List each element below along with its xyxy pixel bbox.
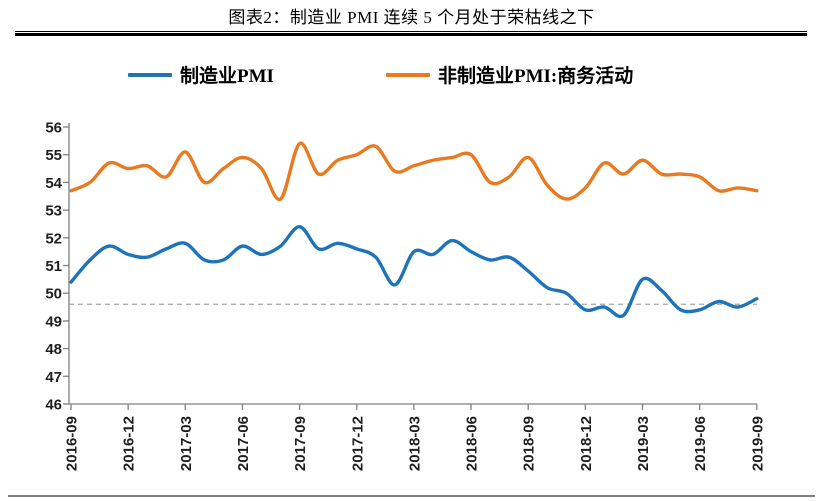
x-axis-tick-label: 2017-09 (292, 416, 309, 471)
y-axis-tick-label: 47 (45, 369, 62, 386)
y-axis-tick-label: 55 (45, 147, 62, 164)
title-divider (15, 31, 807, 36)
legend-item-non-manufacturing-pmi: 非制造业PMI:商务活动 (386, 61, 633, 88)
y-axis-tick-label: 49 (45, 313, 62, 330)
y-axis-tick-label: 51 (45, 258, 62, 275)
x-axis-tick-label: 2018-12 (578, 416, 595, 471)
legend-label-non-manufacturing-pmi: 非制造业PMI:商务活动 (438, 66, 634, 87)
legend-line-swatch-blue (128, 72, 172, 77)
x-axis-tick-label: 2019-06 (692, 416, 709, 471)
x-axis-tick-label: 2018-09 (521, 416, 538, 471)
x-axis-tick-label: 2019-09 (749, 416, 766, 471)
x-axis-tick-label: 2017-12 (349, 416, 366, 471)
x-axis-tick-label: 2019-03 (635, 416, 652, 471)
y-axis-tick-label: 54 (45, 175, 62, 192)
legend-line-swatch-orange (386, 72, 430, 77)
bottom-divider (8, 495, 815, 497)
y-axis-tick-label: 46 (45, 397, 62, 414)
x-axis-tick-label: 2018-03 (406, 416, 423, 471)
figure-title: 图表2：制造业 PMI 连续 5 个月处于荣枯线之下 (228, 8, 595, 27)
non-manufacturing-pmi-line (69, 141, 759, 201)
y-axis-tick-label: 50 (45, 286, 62, 303)
manufacturing-pmi-line (69, 225, 759, 319)
y-axis-tick-label: 56 (45, 120, 62, 137)
y-axis-tick-label: 48 (45, 341, 62, 358)
x-axis-tick-label: 2017-03 (178, 416, 195, 471)
legend-item-manufacturing-pmi: 制造业PMI (128, 61, 274, 88)
x-axis-tick-label: 2016-12 (121, 416, 138, 471)
legend-label-manufacturing-pmi: 制造业PMI (180, 66, 274, 87)
x-axis-tick-label: 2017-06 (235, 416, 252, 471)
x-axis-tick-label: 2016-09 (64, 416, 81, 471)
x-axis-tick-label: 2018-06 (464, 416, 481, 471)
y-axis-tick-label: 52 (45, 230, 62, 247)
y-axis-tick-label: 53 (45, 203, 62, 220)
